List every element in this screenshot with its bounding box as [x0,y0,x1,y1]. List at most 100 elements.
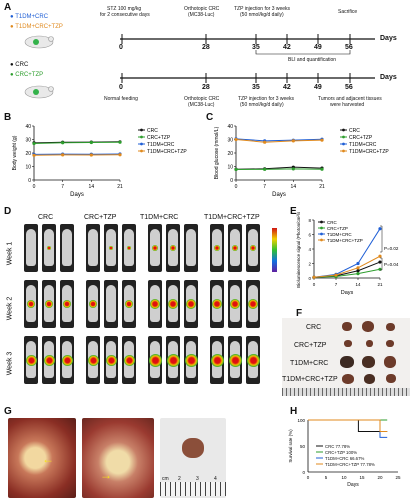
data-point [89,153,93,157]
bli-mouse-image [24,280,38,328]
legend-marker [320,220,323,224]
orth-label-bottom: Orthotopic CRC [184,96,220,102]
legend-label: CRC+TZP 100% [325,450,357,455]
bli-signal [246,353,260,367]
tumor-1 [342,322,352,331]
tick-49-bottom: 49 [314,84,322,91]
bli-mouse-image [60,280,74,328]
body-weight-chart: 0 10 20 30 40 0 7 14 21 Days Body weight (g) CRCCRC… [12,124,187,198]
ruler-mark-4: 4 [214,476,217,482]
x-tick-label: 7 [335,282,338,287]
legend-label: T1DM+CRC [147,142,175,148]
panel-a-letter: A [4,2,12,13]
bli-mouse-image [122,280,136,328]
tick-49-top: 49 [314,44,322,51]
tick-28-bottom: 28 [202,84,210,91]
bli-mouse-image [210,336,224,384]
data-point [378,267,382,271]
ruler-mark-2: 2 [178,476,181,482]
data-point [356,269,360,273]
bli-signal [125,300,133,308]
legend-marker [140,149,143,153]
y-tick-label: 10 [25,165,31,171]
sacrifice-label: Sacrifice [338,9,358,15]
bli-color-scale [272,228,277,272]
days-label-top: Days [380,35,397,42]
mouse-icon-bottom [24,85,54,99]
tumor-3 [386,323,395,331]
data-point [378,260,382,264]
stz-label-2: for 2 consecutive days [100,12,150,18]
series-line-crc-tzp [235,168,323,170]
x-tick-label: 21 [377,282,383,287]
data-point [118,140,122,144]
arrow-icon: → [100,468,112,482]
mouse-icon-top [24,35,54,49]
stz-label: STZ 100 mg/kg [107,6,142,12]
legend-label: T1DM+CRC [349,142,377,148]
bli-mouse-image [166,224,180,272]
series-line-t1dm-crc [235,138,323,142]
col-t1dm-crc: T1DM+CRC [140,214,179,221]
data-point [356,272,360,276]
bli-image-grid [24,224,270,392]
legend-marker [342,135,345,139]
bli-mouse-image [148,224,162,272]
bli-mouse-image [148,280,162,328]
legend-label: T1DM+CRC+TZP [327,238,363,243]
tick-0-bottom: 0 [119,84,123,91]
data-point [263,140,267,144]
x-tick-label: 0 [307,475,310,480]
y-tick-label: 0 [230,178,233,184]
tick-56-bottom: 56 [345,84,353,91]
y-tick-label: 30 [25,138,31,144]
bli-signal [61,354,73,366]
tumor-group-crc-tzp: CRC+TZP [294,342,327,349]
legend-t1dm-crc: ● T1DM+CRC [10,14,49,20]
tumor-group-t1dm-crc-tzp: T1DM+CRC+TZP [282,376,338,383]
y-tick-label: 30 [227,138,233,144]
mouse-body [62,229,72,266]
panel-b-letter: B [4,112,12,123]
legend-label: T1DM+CRC+TZP [349,149,389,155]
y-tick-label: 50 [300,444,306,449]
bli-signal [210,353,224,367]
survival-curve-t1dm-crc-tzp [308,419,388,433]
row-week-1: Week 1 [6,241,14,266]
tick-56-top: 56 [345,44,353,51]
data-point [89,140,93,145]
mouse-body [88,229,98,266]
bli-signal [45,300,53,308]
data-point [291,167,295,171]
x-tick-label: 21 [117,184,123,190]
x-tick-label: 7 [263,184,266,190]
legend-crc-tzp: ● CRC+TZP [10,72,44,78]
data-point [291,139,295,143]
tick-0-top: 0 [119,44,123,51]
data-point [320,138,324,142]
bli-mouse-image [166,336,180,384]
tumor-group-t1dm-crc: T1DM+CRC [290,360,329,367]
bli-signal [230,299,240,309]
bli-signal [212,299,222,309]
legend-marker [320,232,323,236]
bli-signal [63,300,71,308]
y-tick-label: 0 [302,470,305,475]
y-tick-label: 20 [25,151,31,157]
data-point [234,167,238,172]
tumor-8 [362,356,375,368]
x-axis-label: Days [272,192,286,198]
x-axis-label: Days [341,290,354,296]
col-crc-tzp: CRC+TZP [84,214,117,221]
series-line-t1dm-crc-tzp [235,139,323,143]
legend-label: CRC+TZP [327,226,348,231]
data-point [32,141,36,146]
survival-curve-t1dm-crc [308,419,388,438]
x-tick-label: 21 [319,184,325,190]
y-axis-label: Survival rate (%) [288,429,293,463]
bli-signal [214,245,220,251]
tumor-6 [386,340,394,347]
legend-label: T1DM+CRC [327,232,352,237]
bli-mouse-image [184,280,198,328]
bli-signal [27,300,35,308]
